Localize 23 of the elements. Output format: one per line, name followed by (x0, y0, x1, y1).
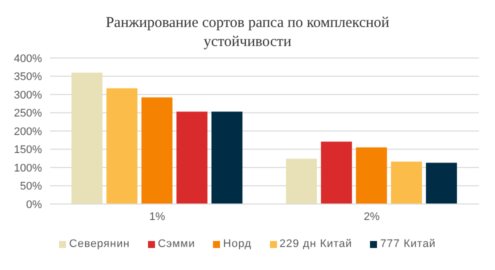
legend-label: 777 Китай (380, 238, 436, 250)
bar (286, 158, 317, 204)
y-tick-label: 150% (14, 144, 42, 156)
bar (141, 97, 172, 204)
legend-label: Сэмми (158, 238, 196, 250)
y-tick-label: 350% (14, 71, 42, 84)
bar (71, 72, 102, 204)
y-tick-label: 250% (14, 108, 42, 120)
y-tick-label: 100% (14, 162, 42, 174)
y-tick-label: 400% (14, 52, 42, 65)
y-tick-label: 0% (26, 198, 42, 211)
y-tick-label: 200% (14, 126, 42, 138)
legend-label: Норд (223, 238, 252, 250)
chart-title: Ранжирование сортов рапса по комплексной устойчивости (104, 14, 390, 52)
x-tick-label: 2% (364, 210, 380, 223)
y-tick-label: 50% (20, 180, 42, 193)
legend-label: Северянин (69, 238, 130, 250)
legend-label: 229 дн Китай (280, 238, 352, 250)
x-tick-label: 1% (149, 210, 166, 223)
y-tick-label: 300% (14, 89, 42, 102)
bar (211, 112, 242, 204)
bar (426, 162, 457, 204)
bar (356, 147, 387, 204)
